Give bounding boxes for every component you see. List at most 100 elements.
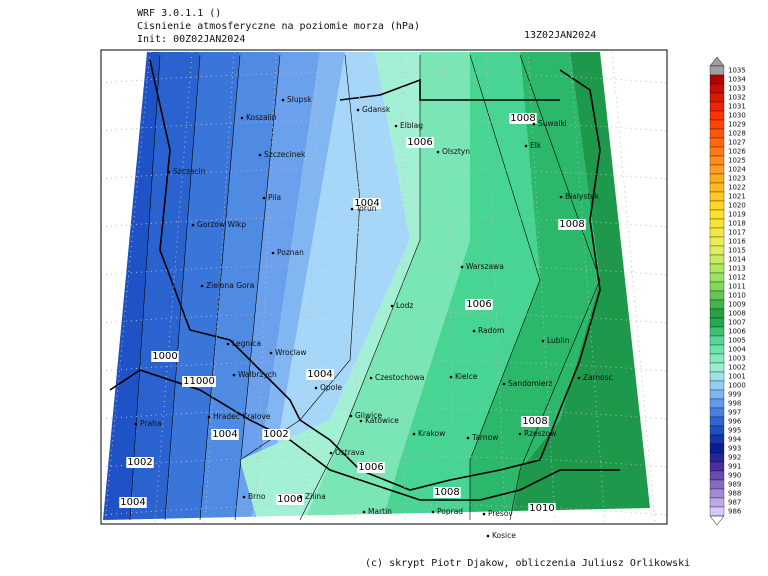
city: Krakow (418, 429, 445, 438)
colorbar-cell (709, 236, 725, 247)
isobar-label-box (406, 137, 434, 148)
city-dot (329, 451, 333, 455)
colorbar-label: 1034 (728, 76, 746, 84)
isobar (199, 54, 241, 521)
city-dot (369, 376, 373, 380)
colorbar-cell (709, 470, 725, 481)
credits: (c) skrypt Piotr Djakow, obliczenia Juli… (365, 558, 690, 569)
city-dot (359, 419, 363, 423)
colorbar-label: 991 (728, 463, 741, 471)
city-dot (281, 98, 285, 102)
isobar-label-box (521, 416, 549, 427)
colorbar-label: 997 (728, 409, 741, 417)
city: Gdansk (362, 105, 391, 114)
colorbar-label: 996 (728, 418, 742, 426)
graticule-line (254, 51, 277, 523)
city: Szczecin (173, 167, 206, 176)
colorbar-label: 1021 (728, 193, 746, 201)
city: Zielona Gora (206, 281, 254, 290)
city-dot (518, 432, 522, 436)
colorbar-cell (709, 92, 725, 103)
isobar-label-box (126, 457, 154, 468)
city: Kosice (492, 531, 516, 540)
colorbar-cell (709, 506, 725, 517)
city: Radom (478, 326, 504, 335)
city: Olsztyn (442, 147, 470, 156)
colorbar-cell (709, 290, 725, 301)
city-dot (242, 495, 246, 499)
colorbar-label: 999 (728, 391, 741, 399)
graticule-line (611, 51, 656, 523)
colorbar-bottom-arrow (709, 515, 725, 526)
isobar-label: 1008 (510, 113, 535, 124)
isobar-label: 1004 (212, 429, 237, 440)
city-dot (350, 207, 354, 211)
city: Torun (355, 204, 377, 213)
city: Gliwice (355, 411, 382, 420)
city-dot (314, 386, 318, 390)
city: Poznan (277, 248, 304, 257)
colorbar-cell (709, 452, 725, 463)
colorbar-label: 1011 (728, 283, 746, 291)
isobar-label-box (119, 497, 147, 508)
isobar-label: 1002 (127, 457, 152, 468)
graticule-line (204, 51, 235, 523)
city-dot (226, 342, 230, 346)
colorbar-label: 1027 (728, 139, 746, 147)
colorbar-cell (709, 218, 725, 229)
colorbar-cell (709, 65, 725, 76)
isobar-label-box (306, 369, 334, 380)
colorbar-label: 1029 (728, 121, 746, 129)
isobar-label: 1002 (263, 429, 288, 440)
colorbar-label: 1031 (728, 103, 746, 111)
colorbar-cell (709, 155, 725, 166)
city-dot (482, 512, 486, 516)
colorbar-cell (709, 461, 725, 472)
colorbar-label: 1006 (728, 328, 746, 336)
band (470, 52, 600, 520)
city-dot (200, 284, 204, 288)
isobar-label: 1000 (152, 351, 177, 362)
colorbar-cell (709, 488, 725, 499)
city: Poprad (437, 507, 463, 516)
colorbar-cell (709, 146, 725, 157)
city-dot (262, 196, 266, 200)
city-dot (240, 116, 244, 120)
colorbar-label: 986 (728, 508, 742, 516)
colorbar-cell (709, 254, 725, 265)
city: Lodz (396, 301, 413, 310)
band (200, 52, 280, 520)
isobar-label-box (433, 487, 461, 498)
isobar-label-box (558, 219, 586, 230)
city-dot (486, 534, 490, 538)
colorbar-label: 1030 (728, 112, 746, 120)
isobar-label-box (211, 429, 239, 440)
colorbar-label: 1013 (728, 265, 746, 273)
colorbar-cell (709, 353, 725, 364)
band (250, 52, 345, 520)
isobar (509, 54, 601, 521)
colorbar-cell (709, 101, 725, 112)
colorbar-cell (709, 335, 725, 346)
colorbar-cell (709, 344, 725, 355)
city-dot (258, 153, 262, 157)
colorbar-label: 1035 (728, 67, 746, 75)
colorbar-label: 990 (728, 472, 741, 480)
city: Zamosc (583, 373, 613, 382)
city-dot (271, 251, 275, 255)
isobar-label-box (465, 299, 493, 310)
colorbar-label: 1000 (728, 382, 746, 390)
colorbar-label: 1024 (728, 166, 746, 174)
colorbar-label: 1016 (728, 238, 746, 246)
colorbar-label: 1005 (728, 337, 746, 345)
colorbar-cell (709, 272, 725, 283)
init-time: Init: 00Z02JAN2024 (137, 34, 245, 45)
colorbar-label: 1028 (728, 130, 746, 138)
city: Gorzow Wlkp (197, 220, 246, 229)
city: Warszawa (466, 262, 504, 271)
city-dot (394, 124, 398, 128)
band (380, 52, 540, 520)
city: Bialystok (565, 192, 600, 201)
colorbar-cell (709, 362, 725, 373)
colorbar-label: 1025 (728, 157, 746, 165)
